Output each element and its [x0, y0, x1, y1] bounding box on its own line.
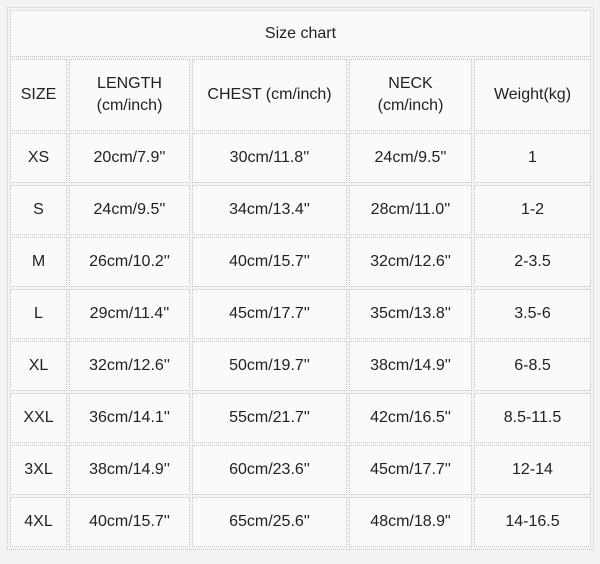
table-row: XXL 36cm/14.1'' 55cm/21.7'' 42cm/16.5'' 8.5-…: [10, 393, 591, 443]
cell-neck: 28cm/11.0'': [349, 185, 472, 235]
header-line: CHEST (cm/inch): [207, 86, 332, 103]
cell-length: 36cm/14.1'': [69, 393, 190, 443]
cell-neck: 38cm/14.9'': [349, 341, 472, 391]
table-row: S 24cm/9.5'' 34cm/13.4'' 28cm/11.0'' 1-2: [10, 185, 591, 235]
cell-size: 3XL: [10, 445, 67, 495]
cell-chest: 60cm/23.6'': [192, 445, 347, 495]
cell-length: 24cm/9.5'': [69, 185, 190, 235]
cell-weight: 12-14: [474, 445, 591, 495]
title-row: Size chart: [10, 10, 591, 57]
table-row: XL 32cm/12.6'' 50cm/19.7'' 38cm/14.9'' 6-8.5: [10, 341, 591, 391]
cell-length: 38cm/14.9'': [69, 445, 190, 495]
cell-size: L: [10, 289, 67, 339]
cell-chest: 45cm/17.7'': [192, 289, 347, 339]
header-line: Weight(kg): [493, 86, 572, 103]
cell-length: 32cm/12.6'': [69, 341, 190, 391]
cell-chest: 65cm/25.6'': [192, 497, 347, 547]
cell-size: XXL: [10, 393, 67, 443]
header-unit: (cm/inch): [377, 97, 444, 114]
cell-chest: 55cm/21.7'': [192, 393, 347, 443]
header-line: LENGTH: [97, 75, 162, 92]
cell-neck: 45cm/17.7'': [349, 445, 472, 495]
cell-weight: 3.5-6: [474, 289, 591, 339]
table-row: L 29cm/11.4'' 45cm/17.7'' 35cm/13.8'' 3.5-6: [10, 289, 591, 339]
cell-neck: 32cm/12.6'': [349, 237, 472, 287]
header-size: SIZE: [10, 59, 67, 131]
cell-neck: 42cm/16.5'': [349, 393, 472, 443]
cell-size: M: [10, 237, 67, 287]
cell-neck: 48cm/18.9": [349, 497, 472, 547]
cell-neck: 24cm/9.5'': [349, 133, 472, 183]
header-unit: (cm/inch): [96, 97, 163, 114]
cell-size: XL: [10, 341, 67, 391]
cell-chest: 50cm/19.7'': [192, 341, 347, 391]
header-neck: NECK (cm/inch): [349, 59, 472, 131]
header-line: SIZE: [20, 86, 57, 103]
cell-neck: 35cm/13.8'': [349, 289, 472, 339]
cell-chest: 34cm/13.4'': [192, 185, 347, 235]
header-chest: CHEST (cm/inch): [192, 59, 347, 131]
table-row: XS 20cm/7.9'' 30cm/11.8'' 24cm/9.5'' 1: [10, 133, 591, 183]
table-row: M 26cm/10.2'' 40cm/15.7'' 32cm/12.6'' 2-3.5: [10, 237, 591, 287]
cell-length: 20cm/7.9'': [69, 133, 190, 183]
cell-weight: 6-8.5: [474, 341, 591, 391]
cell-weight: 2-3.5: [474, 237, 591, 287]
cell-size: S: [10, 185, 67, 235]
header-row: SIZE LENGTH (cm/inch) CHEST (cm/inch) NECK (c…: [10, 59, 591, 131]
size-chart-table: Size chart SIZE LENGTH (cm/inch) CHEST (cm/…: [7, 7, 594, 550]
cell-size: 4XL: [10, 497, 67, 547]
cell-length: 40cm/15.7'': [69, 497, 190, 547]
cell-weight: 1: [474, 133, 591, 183]
cell-chest: 40cm/15.7'': [192, 237, 347, 287]
header-weight: Weight(kg): [474, 59, 591, 131]
table-row: 3XL 38cm/14.9'' 60cm/23.6'' 45cm/17.7'' 12-1…: [10, 445, 591, 495]
cell-weight: 14-16.5: [474, 497, 591, 547]
cell-length: 29cm/11.4'': [69, 289, 190, 339]
header-length: LENGTH (cm/inch): [69, 59, 190, 131]
table-title: Size chart: [10, 10, 591, 57]
table-row: 4XL 40cm/15.7'' 65cm/25.6'' 48cm/18.9" 14-16…: [10, 497, 591, 547]
cell-chest: 30cm/11.8'': [192, 133, 347, 183]
cell-length: 26cm/10.2'': [69, 237, 190, 287]
cell-size: XS: [10, 133, 67, 183]
cell-weight: 8.5-11.5: [474, 393, 591, 443]
cell-weight: 1-2: [474, 185, 591, 235]
header-line: NECK: [388, 75, 433, 92]
